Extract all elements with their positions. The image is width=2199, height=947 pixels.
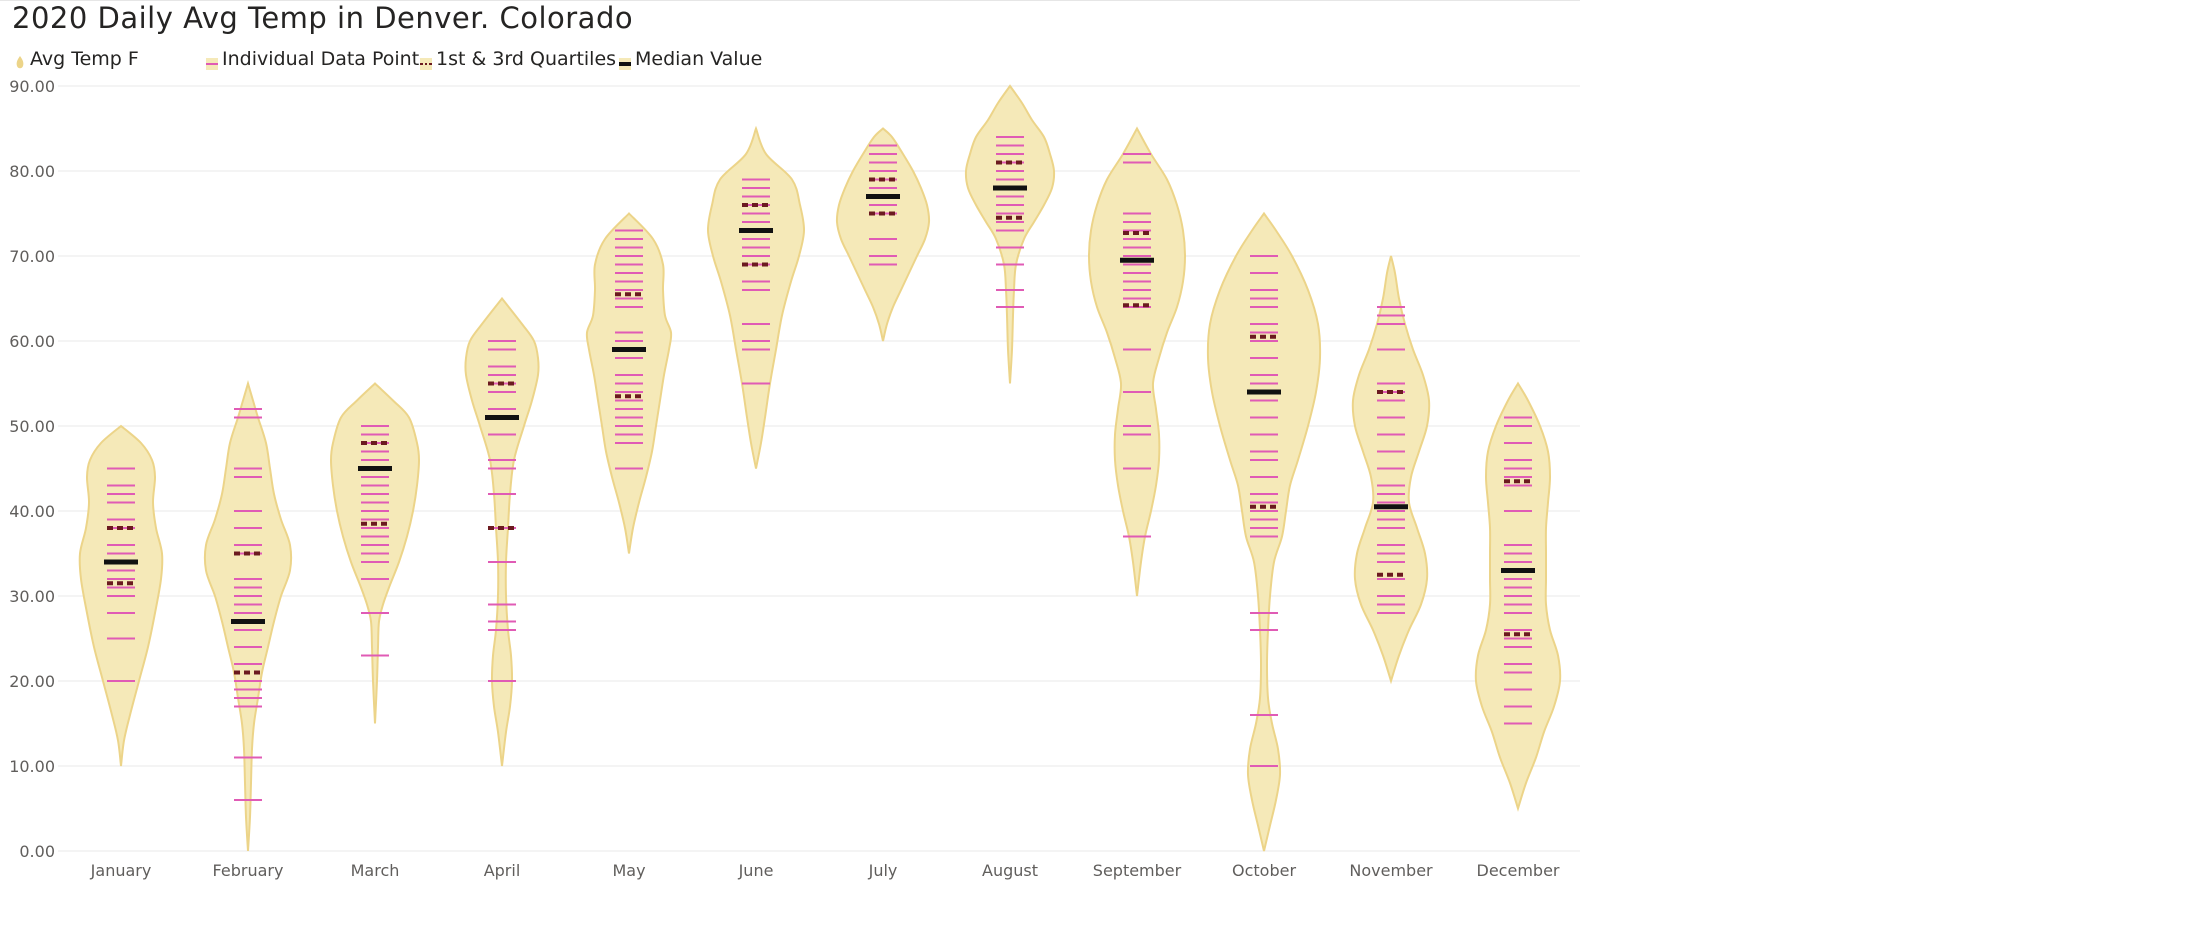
legend-label: Individual Data Point	[222, 48, 420, 70]
legend-item-median[interactable]: Median Value	[619, 46, 762, 72]
x-tick-label: January	[90, 861, 152, 880]
y-tick-label: 70.00	[9, 247, 55, 266]
x-tick-label: September	[1093, 861, 1182, 880]
legend-label: 1st & 3rd Quartiles	[436, 48, 617, 70]
x-tick-label: February	[213, 861, 284, 880]
violin-february	[203, 379, 293, 852]
y-tick-label: 50.00	[9, 417, 55, 436]
violin-june	[706, 125, 806, 469]
legend-label: Median Value	[635, 48, 763, 70]
thick-dash-icon	[619, 53, 631, 70]
y-tick-label: 0.00	[19, 842, 55, 861]
x-tick-label: June	[738, 861, 774, 880]
violin-july	[835, 127, 931, 342]
x-tick-label: April	[484, 861, 521, 880]
chart-title: 2020 Daily Avg Temp in Denver. Colorado	[12, 1, 634, 35]
y-tick-label: 40.00	[9, 502, 55, 521]
violin-april	[464, 296, 540, 767]
legend-item-individual-point[interactable]: Individual Data Point	[206, 46, 419, 72]
x-tick-label: July	[868, 861, 898, 880]
dash-icon	[206, 53, 218, 70]
y-tick-label: 10.00	[9, 757, 55, 776]
x-tick-label: November	[1349, 861, 1433, 880]
violin-september	[1087, 126, 1187, 597]
x-tick-label: October	[1232, 861, 1296, 880]
top-divider	[0, 0, 1580, 1]
y-tick-label: 20.00	[9, 672, 55, 691]
x-tick-label: December	[1477, 861, 1560, 880]
x-tick-label: May	[612, 861, 645, 880]
violin-august	[964, 84, 1056, 384]
y-tick-label: 30.00	[9, 587, 55, 606]
x-tick-label: March	[351, 861, 400, 880]
violin-october	[1206, 211, 1322, 852]
legend-label: Avg Temp F	[30, 48, 139, 70]
x-tick-label: August	[982, 861, 1038, 880]
y-tick-label: 80.00	[9, 162, 55, 181]
legend: Avg Temp F Individual Data Point 1st &	[14, 46, 914, 72]
y-tick-label: 90.00	[9, 77, 55, 96]
y-tick-label: 60.00	[9, 332, 55, 351]
legend-item-quartiles[interactable]: 1st & 3rd Quartiles	[420, 46, 616, 72]
dotted-dash-icon	[420, 53, 432, 70]
violin-icon	[14, 53, 26, 69]
legend-item-avg-temp[interactable]: Avg Temp F	[14, 46, 139, 72]
